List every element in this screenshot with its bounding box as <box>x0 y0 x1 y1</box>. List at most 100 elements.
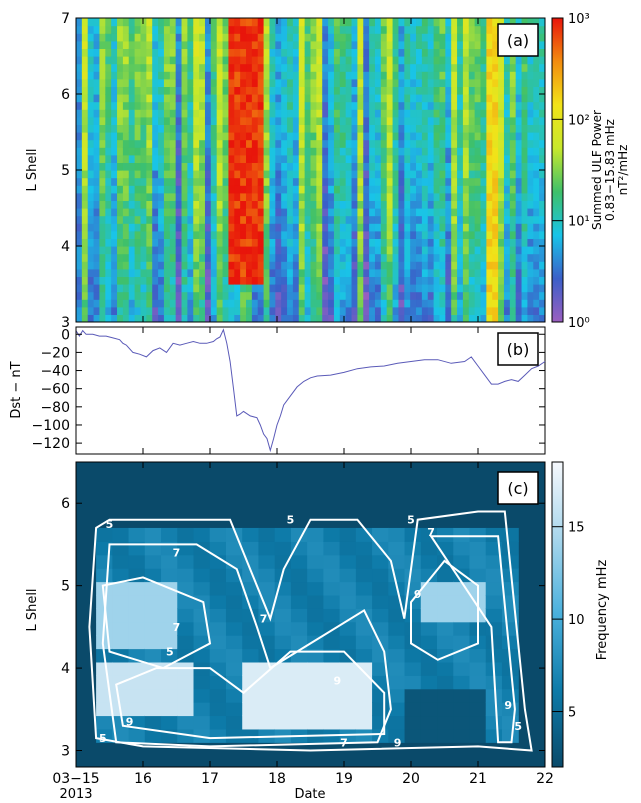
heatmap-a-cell <box>439 268 446 277</box>
heatmap-a-cell <box>486 246 493 255</box>
heatmap-a-cell <box>199 154 206 163</box>
heatmap-a-cell <box>181 215 188 224</box>
heatmap-a-cell <box>76 200 83 209</box>
heatmap-a-cell <box>163 177 171 186</box>
heatmap-a-cell <box>298 48 306 57</box>
heatmap-a-cell <box>480 314 487 322</box>
heatmap-a-cell <box>521 56 529 65</box>
heatmap-a-cell <box>158 25 165 34</box>
heatmap-a-cell <box>445 261 452 270</box>
heatmap-a-cell <box>251 48 259 57</box>
heatmap-a-cell <box>105 268 112 277</box>
heatmap-a-cell <box>251 299 259 308</box>
heatmap-a-cell <box>140 154 147 163</box>
heatmap-a-cell <box>416 238 423 247</box>
heatmap-a-cell <box>421 223 429 232</box>
heatmap-a-cell <box>181 139 188 148</box>
heatmap-a-cell <box>87 246 95 255</box>
heatmap-a-cell <box>410 162 417 171</box>
heatmap-a-cell <box>140 40 147 49</box>
heatmap-a-cell <box>199 124 206 133</box>
heatmap-a-cell <box>533 18 540 27</box>
heatmap-a-cell <box>363 18 370 27</box>
heatmap-a-cell <box>269 25 276 34</box>
heatmap-c-cell <box>307 715 324 730</box>
heatmap-a-cell <box>117 284 124 293</box>
heatmap-a-cell <box>333 94 341 103</box>
heatmap-a-cell <box>117 223 124 232</box>
heatmap-a-cell <box>480 192 487 201</box>
heatmap-a-cell <box>457 314 464 322</box>
y-tick-label: −100 <box>32 418 70 434</box>
heatmap-c-cell <box>485 581 503 596</box>
heatmap-c-cell <box>161 635 178 650</box>
heatmap-a-cell <box>322 246 329 255</box>
heatmap-a-cell <box>134 78 142 87</box>
heatmap-a-cell <box>269 200 276 209</box>
heatmap-a-cell <box>503 291 511 300</box>
heatmap-a-cell <box>246 63 253 72</box>
heatmap-a-cell <box>87 200 95 209</box>
heatmap-a-cell <box>462 268 470 277</box>
heatmap-a-cell <box>210 101 218 110</box>
heatmap-a-cell <box>339 139 347 148</box>
heatmap-a-cell <box>439 208 446 217</box>
heatmap-a-cell <box>392 253 400 262</box>
heatmap-a-cell <box>398 40 405 49</box>
colorbar-a-units: nT²/mHz <box>616 145 630 196</box>
heatmap-a-cell <box>492 139 499 148</box>
heatmap-a-cell <box>292 276 300 285</box>
heatmap-c-cell <box>161 568 178 583</box>
heatmap-a-cell <box>410 246 417 255</box>
heatmap-a-cell <box>99 215 106 224</box>
heatmap-a-cell <box>251 192 259 201</box>
heatmap-a-cell <box>398 200 405 209</box>
heatmap-a-cell <box>304 230 312 239</box>
heatmap-a-cell <box>287 18 294 27</box>
heatmap-a-cell <box>111 299 118 308</box>
heatmap-a-cell <box>515 299 523 308</box>
heatmap-a-cell <box>533 192 540 201</box>
heatmap-a-cell <box>105 200 112 209</box>
heatmap-a-cell <box>181 147 188 156</box>
heatmap-a-cell <box>234 48 241 57</box>
heatmap-a-cell <box>515 215 523 224</box>
heatmap-a-cell <box>509 162 517 171</box>
heatmap-a-cell <box>93 124 101 133</box>
heatmap-a-cell <box>251 101 259 110</box>
heatmap-a-cell <box>99 230 106 239</box>
heatmap-a-cell <box>140 268 147 277</box>
heatmap-a-cell <box>304 215 312 224</box>
heatmap-a-cell <box>328 276 335 285</box>
heatmap-a-cell <box>322 291 329 300</box>
heatmap-a-cell <box>199 284 206 293</box>
heatmap-a-cell <box>427 261 435 270</box>
heatmap-a-cell <box>105 124 112 133</box>
x-tick-label: 22 <box>536 771 554 787</box>
heatmap-a-cell <box>228 261 235 270</box>
heatmap-a-cell <box>439 147 446 156</box>
heatmap-a-cell <box>111 56 118 65</box>
heatmap-a-cell <box>374 63 382 72</box>
heatmap-a-cell <box>269 223 276 232</box>
heatmap-c-cell <box>388 702 406 717</box>
heatmap-a-cell <box>416 124 423 133</box>
heatmap-a-cell <box>445 268 452 277</box>
heatmap-a-cell <box>269 71 276 80</box>
heatmap-a-cell <box>398 78 405 87</box>
heatmap-a-cell <box>140 48 147 57</box>
heatmap-a-cell <box>204 124 212 133</box>
heatmap-a-cell <box>199 299 206 308</box>
heatmap-a-cell <box>169 170 177 179</box>
heatmap-a-cell <box>503 238 511 247</box>
heatmap-a-cell <box>339 192 347 201</box>
heatmap-c-cell <box>355 675 373 690</box>
heatmap-a-cell <box>87 33 95 42</box>
heatmap-a-cell <box>380 94 388 103</box>
heatmap-c-cell <box>274 594 292 609</box>
heatmap-a-cell <box>204 314 212 322</box>
heatmap-a-cell <box>480 246 487 255</box>
heatmap-a-cell <box>99 238 106 247</box>
heatmap-a-cell <box>281 291 288 300</box>
heatmap-a-cell <box>287 48 294 57</box>
